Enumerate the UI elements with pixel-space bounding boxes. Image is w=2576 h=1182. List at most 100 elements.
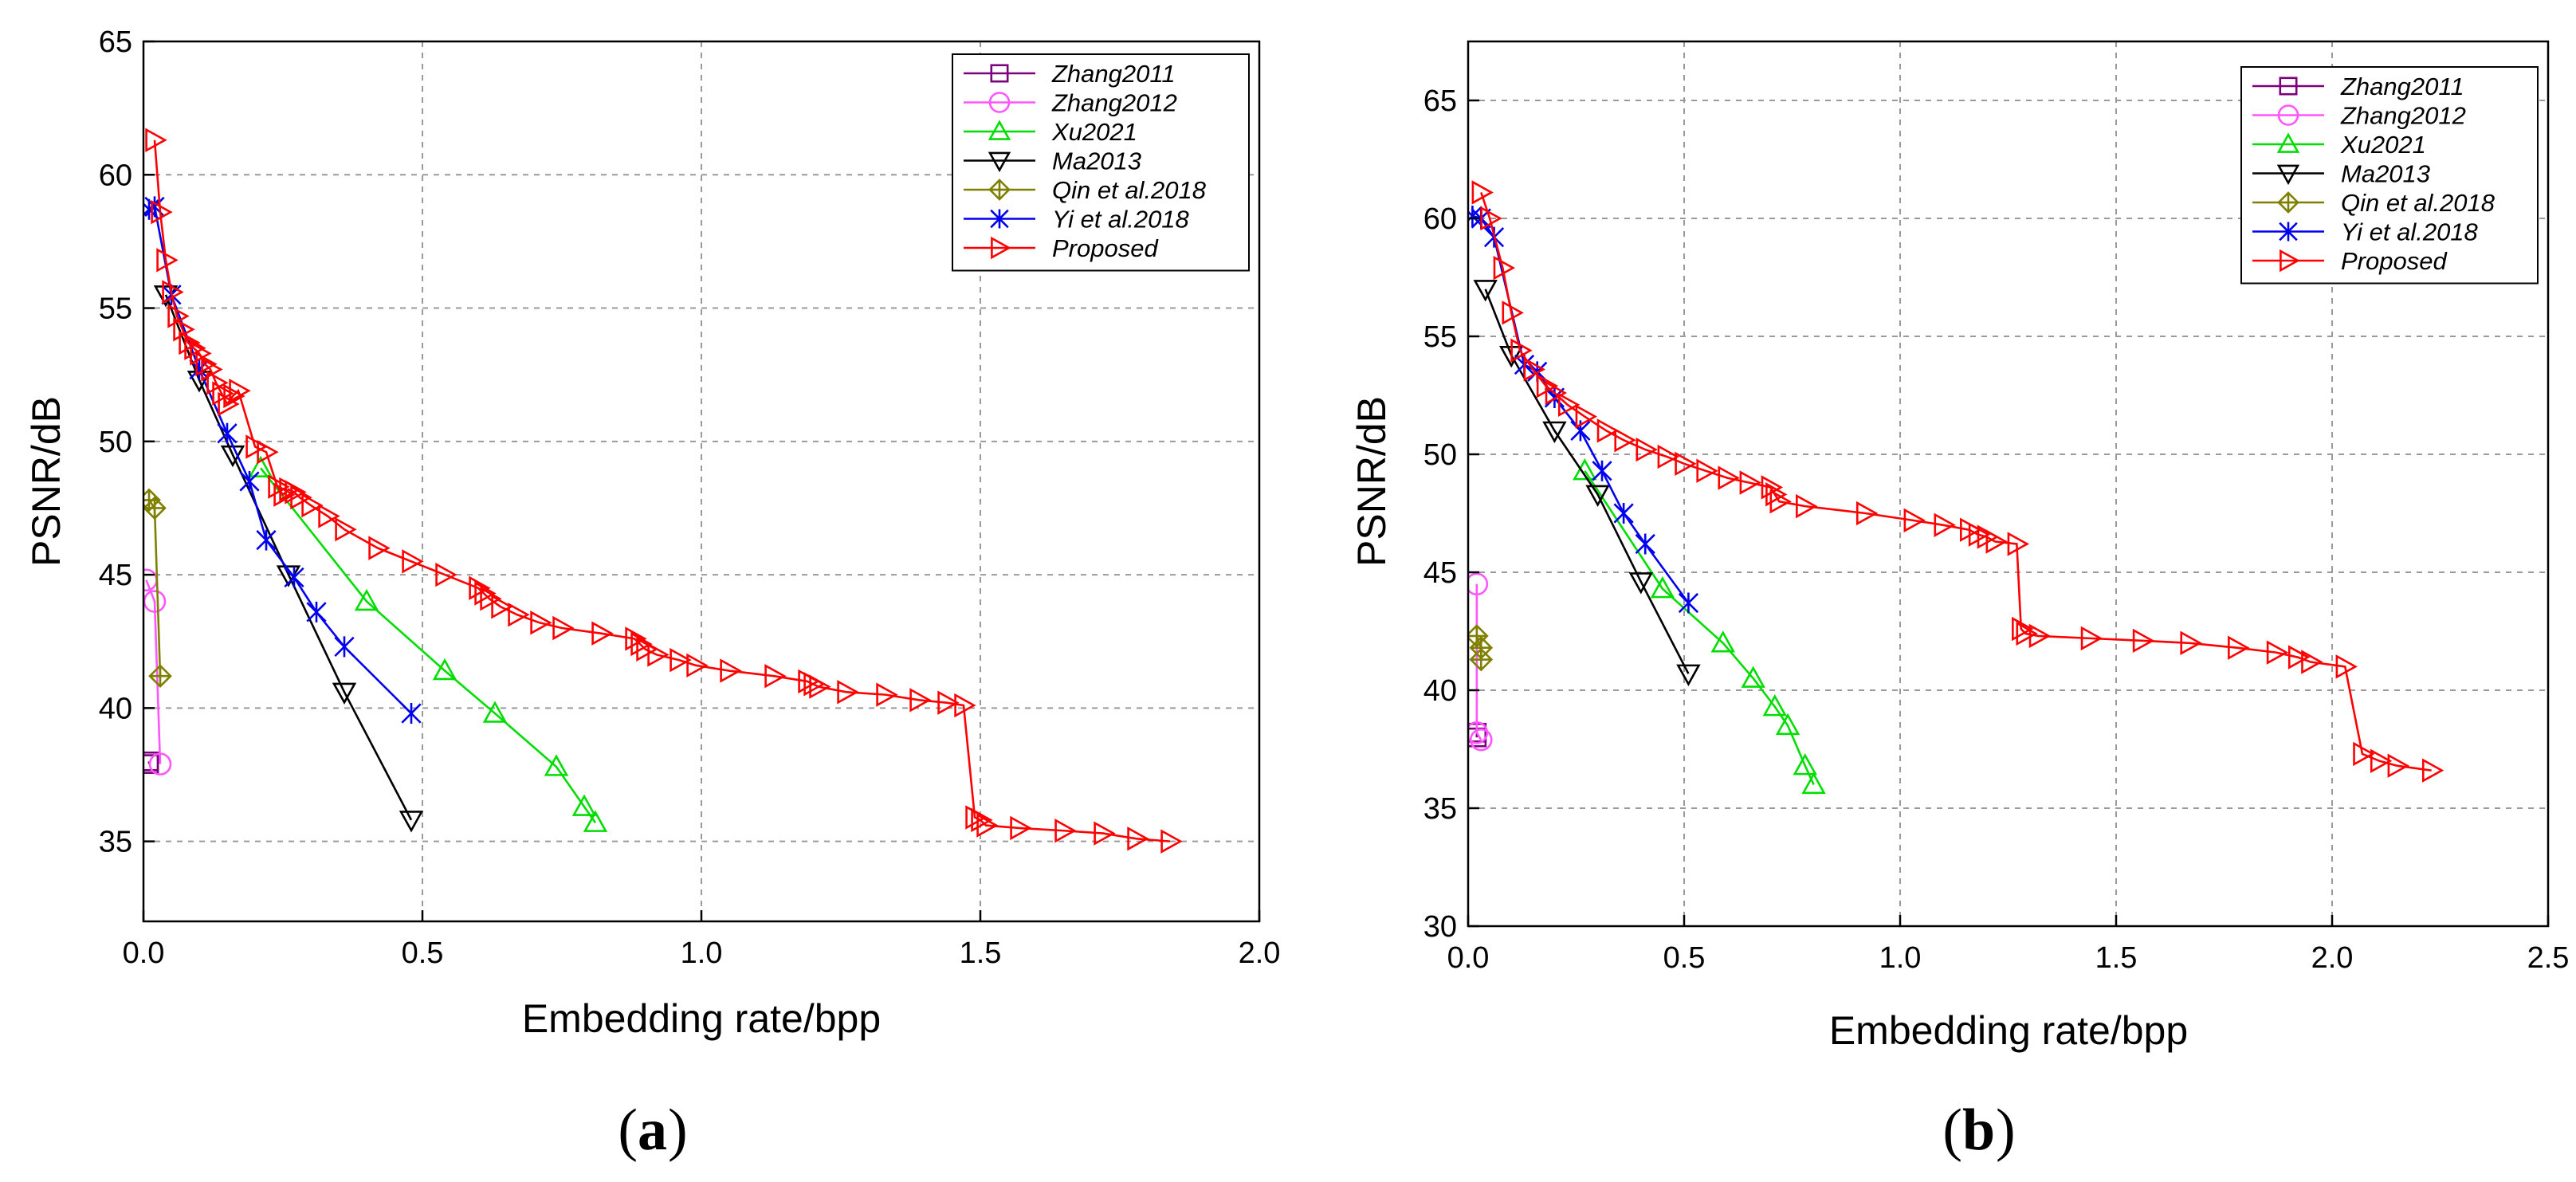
panel-b-xu2021-point bbox=[1710, 630, 1735, 653]
panel-a-proposed-point bbox=[151, 199, 173, 225]
panel-b-ma2013-point bbox=[1585, 485, 1610, 507]
panel-b-legend-swatch-marker bbox=[2277, 104, 2299, 126]
panel-a-y-tick-label: 60 bbox=[99, 159, 132, 192]
panel-b-proposed-point bbox=[1796, 493, 1818, 519]
panel-a-xu2021-point bbox=[354, 588, 379, 611]
panel-b-series-ma2013 bbox=[1473, 280, 1701, 686]
panel-a-x-ticks: 0.0 0.5 1.0 1.5 2.0 bbox=[123, 910, 1280, 970]
panel-a-zhang2012-point bbox=[148, 752, 172, 776]
panel-a-legend-swatch-marker bbox=[990, 209, 1009, 229]
panel-b-series-proposed bbox=[1471, 180, 2444, 783]
panel-a-zhang2012-line bbox=[145, 579, 162, 764]
panel-a-proposed-point bbox=[976, 813, 999, 838]
panel-b-y-tick-label: 65 bbox=[1423, 84, 1457, 118]
panel-a-proposed-point bbox=[184, 336, 206, 360]
panel-b-proposed-point bbox=[1510, 338, 1533, 363]
panel-b-proposed-point bbox=[1769, 489, 1792, 514]
panel-a-y-axis-label: PSNR/dB bbox=[24, 396, 69, 567]
panel-b-legend-entry-zhang2011: Zhang2011 bbox=[2252, 73, 2464, 100]
panel-a-xu2021-point bbox=[248, 455, 273, 477]
panel-a-legend-label: Proposed bbox=[1052, 234, 1159, 262]
panel-a-proposed-point bbox=[190, 341, 212, 366]
panel-b-proposed-point bbox=[1614, 428, 1636, 453]
panel-b-legend-label: Xu2021 bbox=[2340, 131, 2426, 159]
panel-b-proposed-point bbox=[1545, 380, 1568, 406]
panel-b-proposed-point bbox=[1575, 404, 1598, 429]
panel-a-series-yi-et-al-2018 bbox=[143, 196, 422, 725]
panel-a-proposed-point bbox=[273, 482, 296, 507]
panel-a-ma2013-point bbox=[399, 811, 424, 833]
panel-a-proposed-point bbox=[530, 611, 552, 635]
panel-b-proposed-point bbox=[1596, 418, 1620, 443]
panel-a-y-ticks: 35 40 45 50 55 60 65 bbox=[99, 26, 155, 859]
panel-a-proposed-point bbox=[625, 626, 647, 651]
panel-b-proposed-point bbox=[1636, 437, 1658, 462]
panel-b-proposed-point bbox=[2080, 626, 2103, 651]
panel-a-series bbox=[143, 128, 1183, 854]
panel-b-proposed-point bbox=[1934, 512, 1956, 538]
panel-a-proposed-point bbox=[764, 664, 787, 689]
panel-b-caption-letter: b bbox=[1962, 1098, 1995, 1163]
panel-b-proposed-point bbox=[2132, 628, 2155, 654]
panel-a-legend-entry-xu2021: Xu2021 bbox=[964, 118, 1137, 146]
panel-b-proposed-point bbox=[1493, 255, 1516, 281]
panel-a-proposed-point bbox=[285, 480, 307, 505]
panel-b-proposed-point bbox=[1557, 392, 1581, 418]
panel-b-proposed-point bbox=[2353, 741, 2375, 767]
panel-a-yi-et-al-2018-point bbox=[239, 471, 260, 492]
panel-a-proposed-point bbox=[257, 439, 279, 465]
panel-b-legend-label: Ma2013 bbox=[2341, 160, 2430, 188]
panel-b-proposed-point bbox=[2387, 753, 2409, 778]
panel-a-proposed-point bbox=[223, 383, 245, 409]
panel-b-x-tick-label: 1.5 bbox=[2095, 941, 2138, 975]
panel-a-grid bbox=[143, 41, 1259, 921]
panel-a-proposed-point bbox=[876, 682, 898, 707]
panel-b-legend-entry-ma2013: Ma2013 bbox=[2252, 160, 2430, 188]
panel-b-xu2021-point bbox=[1775, 713, 1800, 736]
panel-a-proposed-point bbox=[435, 562, 457, 587]
panel-b-proposed-point bbox=[2180, 630, 2202, 656]
panel-a-qin-et-al-2018-line bbox=[147, 499, 162, 677]
panel-a-ma2013-line bbox=[164, 294, 413, 821]
panel-a-proposed-point bbox=[156, 248, 179, 273]
panel-a-proposed-point bbox=[1094, 821, 1116, 846]
panel-b-legend-label: Qin et al.2018 bbox=[2341, 189, 2496, 217]
panel-a-proposed-point bbox=[971, 807, 993, 833]
panel-a-xu2021-line bbox=[259, 467, 597, 823]
panel-a-yi-et-al-2018-point bbox=[217, 422, 238, 444]
panel-a-x-axis-label: Embedding rate/bpp bbox=[522, 996, 881, 1041]
panel-a-x-tick-label: 0.5 bbox=[402, 937, 444, 970]
panel-b-y-tick-label: 45 bbox=[1423, 556, 1457, 590]
panel-b-xu2021-point bbox=[1793, 753, 1817, 776]
panel-a-legend-swatch-marker bbox=[991, 236, 1011, 260]
panel-a-x-tick-label: 1.0 bbox=[681, 937, 723, 970]
panel-b: 0.0 0.5 1.0 1.5 2.0 2.5 30 35 40 45 50 55 60 65 Embe… bbox=[1349, 40, 2569, 1163]
panel-a-proposed-point bbox=[809, 674, 831, 699]
panel-a-y-tick-label: 40 bbox=[99, 692, 132, 725]
panel-b-xu2021-point bbox=[1762, 694, 1788, 717]
panel-a-proposed-point bbox=[402, 549, 424, 574]
panel-a-xu2021-point bbox=[583, 810, 608, 832]
panel-a-yi-et-al-2018-line bbox=[148, 205, 412, 714]
panel-b-proposed-point bbox=[1471, 180, 1494, 205]
panel-b-proposed-point bbox=[2335, 654, 2358, 679]
panel-b-proposed-point bbox=[1855, 501, 1879, 526]
panel-a-caption: ( a ) bbox=[618, 1098, 687, 1163]
panel-a-xu2021-point bbox=[571, 794, 597, 816]
panel-a-proposed-point bbox=[909, 688, 932, 713]
panel-a-legend-entry-yi-et-al-2018: Yi et al.2018 bbox=[964, 206, 1190, 234]
panel-b-proposed-point bbox=[2007, 532, 2030, 556]
panel-a-proposed-point bbox=[469, 575, 491, 601]
panel-a-xu2021-point bbox=[482, 701, 508, 723]
panel-b-legend-label: Yi et al.2018 bbox=[2341, 218, 2479, 246]
panel-a-proposed-point bbox=[491, 595, 513, 619]
panel-a-legend-swatch-marker bbox=[988, 179, 1011, 201]
panel-b-legend-entry-qin-et-al-2018: Qin et al.2018 bbox=[2252, 189, 2496, 217]
panel-b-ma2013-point bbox=[1473, 280, 1498, 302]
panel-b-x-tick-label: 0.5 bbox=[1663, 941, 1706, 975]
panel-b-legend-swatch-marker bbox=[2277, 191, 2299, 214]
panel-b-proposed-point bbox=[2266, 640, 2289, 665]
panel-a-qin-et-al-2018-point bbox=[143, 496, 167, 520]
panel-a-x-tick-label: 0.0 bbox=[123, 937, 165, 970]
